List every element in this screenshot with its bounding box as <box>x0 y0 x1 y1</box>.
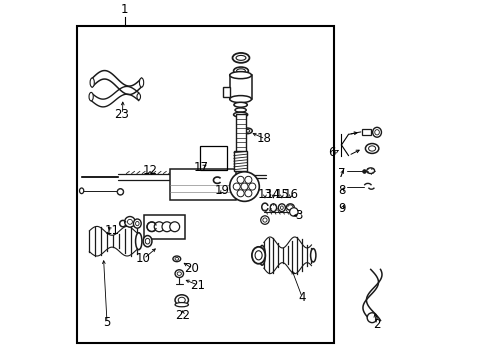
Ellipse shape <box>143 235 152 247</box>
Circle shape <box>262 218 266 222</box>
Circle shape <box>169 222 179 232</box>
Bar <box>170 168 235 199</box>
Ellipse shape <box>365 144 378 153</box>
Bar <box>200 146 226 170</box>
Ellipse shape <box>177 272 181 275</box>
Ellipse shape <box>139 78 143 87</box>
Circle shape <box>241 183 247 190</box>
Text: 13: 13 <box>257 188 272 201</box>
Text: 4: 4 <box>298 291 305 304</box>
Bar <box>77 26 334 343</box>
Text: 14: 14 <box>265 188 280 201</box>
Ellipse shape <box>372 127 381 137</box>
Circle shape <box>289 208 298 216</box>
Ellipse shape <box>270 204 276 212</box>
Bar <box>233 151 247 171</box>
Ellipse shape <box>233 67 248 75</box>
Ellipse shape <box>229 96 251 103</box>
Text: 15: 15 <box>274 188 289 201</box>
Bar <box>144 215 184 239</box>
Ellipse shape <box>286 204 294 210</box>
Circle shape <box>146 222 156 232</box>
Ellipse shape <box>135 233 142 250</box>
Text: 1: 1 <box>121 3 128 15</box>
Circle shape <box>260 216 268 224</box>
Bar <box>361 129 371 135</box>
Ellipse shape <box>280 206 283 210</box>
Ellipse shape <box>175 270 183 278</box>
Text: 6: 6 <box>327 145 335 158</box>
Text: 21: 21 <box>189 279 204 292</box>
Circle shape <box>233 183 240 190</box>
Ellipse shape <box>244 130 249 132</box>
Text: 23: 23 <box>114 108 129 121</box>
Circle shape <box>229 172 259 201</box>
Text: 3: 3 <box>295 209 303 222</box>
Bar <box>223 87 229 97</box>
Ellipse shape <box>90 78 94 87</box>
Circle shape <box>127 219 132 224</box>
Ellipse shape <box>251 247 265 264</box>
Circle shape <box>244 190 251 197</box>
Circle shape <box>154 222 164 232</box>
Ellipse shape <box>232 53 249 63</box>
Ellipse shape <box>233 102 247 107</box>
Ellipse shape <box>233 112 247 117</box>
Ellipse shape <box>242 128 252 134</box>
Text: 5: 5 <box>102 316 110 329</box>
Ellipse shape <box>374 130 379 135</box>
Text: 19: 19 <box>214 184 229 197</box>
Circle shape <box>237 176 244 183</box>
Circle shape <box>117 189 123 195</box>
Ellipse shape <box>368 146 375 151</box>
Ellipse shape <box>178 297 185 303</box>
Circle shape <box>248 183 255 190</box>
Ellipse shape <box>175 257 178 260</box>
Ellipse shape <box>235 108 246 112</box>
Ellipse shape <box>175 295 188 305</box>
Text: 12: 12 <box>142 164 157 177</box>
Ellipse shape <box>310 249 315 262</box>
Ellipse shape <box>255 251 262 260</box>
Circle shape <box>244 176 251 183</box>
Ellipse shape <box>175 302 188 307</box>
Ellipse shape <box>80 188 83 194</box>
Ellipse shape <box>117 189 123 195</box>
Bar <box>235 114 245 171</box>
Text: 9: 9 <box>337 202 345 215</box>
Circle shape <box>366 313 376 323</box>
Bar <box>229 75 251 99</box>
Text: 16: 16 <box>283 188 298 201</box>
Circle shape <box>124 216 135 227</box>
Text: 2: 2 <box>372 318 380 331</box>
Ellipse shape <box>89 93 93 101</box>
Ellipse shape <box>259 246 265 265</box>
Circle shape <box>162 222 171 232</box>
Ellipse shape <box>278 204 285 212</box>
Text: 18: 18 <box>256 132 271 145</box>
Text: 8: 8 <box>337 184 345 197</box>
Text: 11: 11 <box>104 224 119 237</box>
Text: 7: 7 <box>337 167 345 180</box>
Ellipse shape <box>145 238 149 244</box>
Ellipse shape <box>137 94 140 100</box>
Ellipse shape <box>366 168 374 174</box>
Text: 17: 17 <box>193 161 208 174</box>
Ellipse shape <box>133 219 141 228</box>
Text: 22: 22 <box>175 309 190 322</box>
Circle shape <box>237 190 244 197</box>
Ellipse shape <box>236 55 245 60</box>
Ellipse shape <box>236 69 245 73</box>
Ellipse shape <box>229 72 251 79</box>
Ellipse shape <box>173 256 181 262</box>
Ellipse shape <box>135 221 139 226</box>
Text: 20: 20 <box>183 262 198 275</box>
Text: 10: 10 <box>135 252 150 265</box>
